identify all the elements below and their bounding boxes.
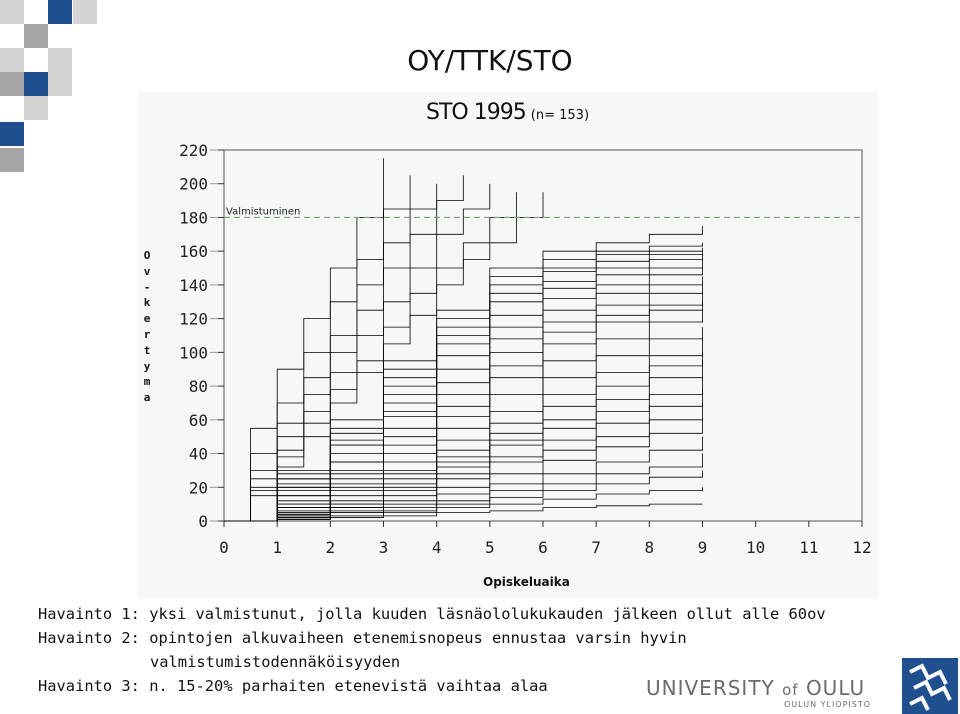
observations-list: Havainto 1: yksi valmistunut, jolla kuud… (38, 602, 898, 698)
y-tick-label: 60 (189, 411, 208, 430)
series-line (224, 175, 411, 522)
y-axis-label-char: k (143, 296, 151, 310)
reference-line-label: Valmistuminen (226, 206, 300, 217)
slide-title: OY/TTK/STO (407, 44, 573, 77)
decorative-square (0, 48, 24, 72)
decorative-square (24, 96, 48, 120)
x-axis-label: Opiskeluaika (483, 575, 570, 589)
y-axis-label-char: m (143, 375, 151, 389)
y-tick-label: 0 (198, 512, 208, 531)
university-name-finnish: OULUN YLIOPISTO (784, 700, 872, 709)
observation-2-continued: valmistumistodennäköisyyden (150, 653, 401, 671)
series-line (224, 276, 703, 522)
university-name-of: of (782, 681, 799, 699)
series-line (224, 310, 703, 522)
chart-title-main: STO 1995 (426, 100, 527, 125)
decorative-square (0, 122, 24, 146)
university-name-pre: UNIVERSITY (646, 676, 775, 700)
chart-panel: STO 1995 (n= 153) 0 20 40 60 80 100 120 140 160 1… (138, 92, 878, 598)
series-line (224, 377, 703, 522)
observation-3: Havainto 3: n. 15-20% parhaiten etenevis… (38, 677, 548, 695)
series-line (224, 183, 438, 522)
y-tick-label: 120 (179, 310, 208, 329)
chart-title: STO 1995 (n= 153) (426, 100, 589, 125)
series-line (224, 487, 331, 522)
y-tick-label: 220 (179, 141, 208, 160)
y-axis-label-char: v (143, 264, 151, 278)
decorative-square (0, 148, 24, 172)
decorative-square (48, 72, 72, 96)
y-tick-label: 180 (179, 208, 208, 227)
y-tick-label: 200 (179, 175, 208, 194)
y-axis-label-char: t (143, 343, 151, 357)
x-tick-label: 3 (379, 538, 389, 557)
university-of-oulu-logo-icon (902, 658, 958, 714)
x-tick-label: 1 (272, 538, 282, 557)
y-axis-label-char: O (143, 249, 151, 262)
y-tick-label: 160 (179, 242, 208, 261)
decorative-square (0, 0, 24, 24)
series-line (224, 175, 464, 522)
decorative-square (73, 0, 97, 24)
series-line (224, 192, 517, 522)
y-axis-label-char: - (143, 280, 151, 294)
x-tick-label: 12 (852, 538, 871, 557)
series-line (224, 259, 703, 522)
x-tick-label: 9 (698, 538, 708, 557)
series-line (224, 192, 544, 522)
chart-title-n: (n= 153) (530, 108, 590, 123)
series-line (224, 327, 703, 522)
y-tick-label: 80 (189, 377, 208, 396)
y-axis-label-char: y (143, 359, 151, 373)
decorative-square (48, 0, 72, 24)
decorative-squares (0, 0, 97, 172)
series-line (224, 247, 703, 522)
x-tick-label: 6 (538, 538, 548, 557)
decorative-square (24, 72, 48, 96)
university-name-post: OULU (805, 676, 866, 700)
y-tick-label: 140 (179, 276, 208, 295)
x-tick-label: 0 (219, 538, 229, 557)
decorative-square (0, 72, 24, 96)
x-tick-label: 2 (326, 538, 336, 557)
y-tick-label: 40 (189, 445, 208, 464)
x-tick-label: 5 (485, 538, 495, 557)
y-tick-label: 20 (189, 478, 208, 497)
x-tick-label: 8 (645, 538, 655, 557)
x-tick-label: 11 (799, 538, 818, 557)
decorative-square (24, 24, 48, 48)
decorative-square (48, 48, 72, 72)
observation-1: Havainto 1: yksi valmistunut, jolla kuud… (38, 605, 826, 623)
series-line (224, 389, 703, 522)
x-tick-label: 4 (432, 538, 442, 557)
series-line (224, 254, 703, 522)
y-axis-label-char: e (143, 312, 151, 326)
university-name: UNIVERSITY of OULU (646, 676, 865, 700)
x-tick-label: 10 (746, 538, 765, 557)
y-axis-label-char: r (143, 327, 151, 341)
series-line (224, 503, 703, 522)
x-tick-label: 7 (591, 538, 601, 557)
y-axis-label-char: a (143, 391, 151, 405)
y-tick-label: 100 (179, 343, 208, 362)
observation-2: Havainto 2: opintojen alkuvaiheen etenem… (38, 629, 687, 647)
series-line (224, 360, 703, 522)
